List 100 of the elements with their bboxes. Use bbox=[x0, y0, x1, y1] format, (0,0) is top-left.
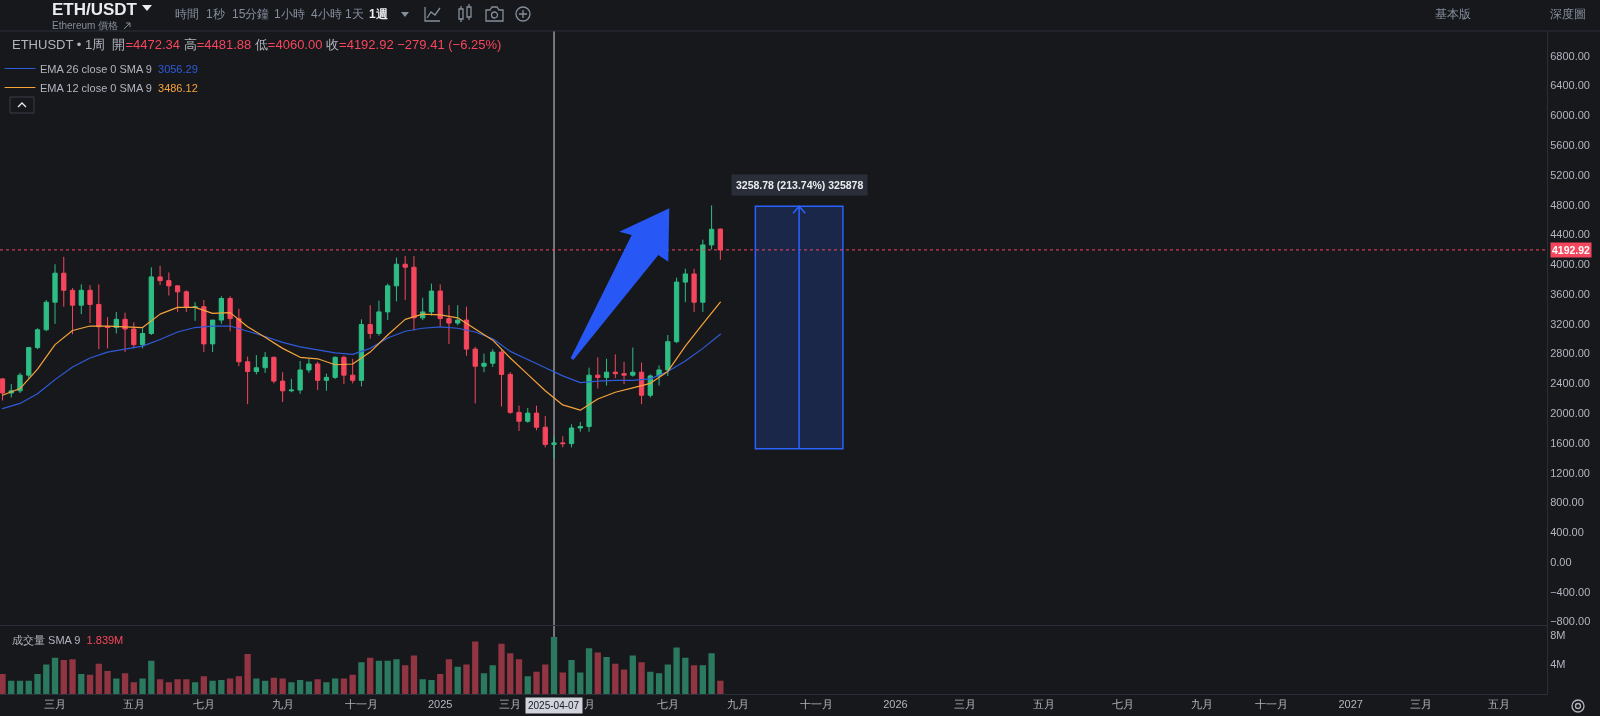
bar bbox=[472, 641, 479, 694]
candlestick bbox=[367, 304, 373, 340]
bar bbox=[717, 680, 724, 694]
candlestick bbox=[393, 257, 400, 302]
bar bbox=[358, 662, 365, 694]
bar bbox=[139, 678, 146, 694]
bar bbox=[86, 674, 94, 694]
bar bbox=[603, 657, 610, 694]
bar bbox=[191, 682, 199, 694]
candlestick bbox=[78, 283, 84, 315]
candlestick bbox=[560, 435, 566, 448]
candlestick bbox=[17, 372, 23, 394]
text: 1週 bbox=[369, 7, 389, 21]
candlestick bbox=[577, 421, 583, 433]
bar bbox=[568, 659, 575, 694]
candlestick bbox=[621, 361, 627, 385]
bar bbox=[156, 679, 164, 694]
chart-title: ETH/USDT bbox=[52, 0, 138, 19]
candlestick bbox=[183, 289, 189, 313]
candlestick bbox=[665, 334, 671, 377]
bar bbox=[550, 637, 558, 694]
x-tick-label: 2026 bbox=[883, 698, 908, 711]
x-tick-label: 九月 bbox=[726, 698, 749, 711]
candlestick bbox=[428, 283, 435, 317]
ref-line-label: 2025-04-07 bbox=[528, 700, 580, 711]
candlestick bbox=[253, 354, 260, 375]
bar bbox=[16, 680, 24, 694]
bar bbox=[533, 671, 540, 694]
text: 深度圖 bbox=[1550, 7, 1586, 21]
bar bbox=[428, 679, 435, 694]
bar bbox=[437, 674, 444, 694]
line-series bbox=[1, 325, 721, 410]
y-tick-label: 2000.00 bbox=[1550, 406, 1590, 419]
text: 1天 bbox=[345, 7, 364, 21]
bar bbox=[200, 676, 207, 694]
bar bbox=[69, 659, 76, 694]
y-tick-label: 6800.00 bbox=[1550, 49, 1590, 62]
bar bbox=[261, 680, 269, 694]
bar bbox=[384, 660, 391, 694]
bar bbox=[0, 674, 6, 694]
bar bbox=[655, 673, 663, 694]
candlestick bbox=[157, 265, 163, 286]
y-tick-label: 1200.00 bbox=[1550, 466, 1590, 479]
candlestick bbox=[43, 299, 49, 332]
y-tick-label: 0.00 bbox=[1550, 555, 1572, 568]
bar bbox=[305, 681, 313, 694]
x-tick-label: 三月 bbox=[499, 698, 522, 711]
candlestick bbox=[139, 327, 146, 349]
bar bbox=[559, 672, 566, 694]
candlestick bbox=[682, 268, 688, 303]
x-tick-label: 九月 bbox=[271, 698, 294, 711]
bar bbox=[349, 674, 356, 694]
bar bbox=[393, 659, 400, 694]
bar bbox=[270, 677, 278, 694]
candlestick bbox=[525, 407, 531, 424]
x-tick-label: 七月 bbox=[656, 698, 679, 711]
candlestick bbox=[104, 316, 111, 349]
bar bbox=[332, 678, 339, 694]
x-tick-label: 三月 bbox=[44, 698, 67, 711]
y-tick-label: −400.00 bbox=[1550, 585, 1591, 598]
candlestick bbox=[568, 423, 575, 448]
candlestick bbox=[262, 351, 268, 374]
bar bbox=[463, 664, 470, 694]
bar bbox=[183, 679, 190, 694]
candlestick bbox=[0, 377, 6, 401]
bar bbox=[620, 669, 628, 694]
annotation: 1.839M bbox=[86, 634, 124, 646]
candlestick bbox=[341, 355, 347, 385]
bar bbox=[148, 660, 155, 694]
candlestick bbox=[297, 360, 303, 395]
x-tick-label: 七月 bbox=[192, 698, 215, 711]
x-tick-label: 七月 bbox=[1112, 698, 1135, 711]
x-tick-label: 月 bbox=[583, 698, 595, 711]
candlestick bbox=[708, 204, 715, 250]
candlestick bbox=[630, 347, 636, 376]
candlestick bbox=[209, 319, 216, 353]
bar bbox=[8, 680, 15, 694]
candlestick bbox=[551, 435, 557, 460]
line-series bbox=[1, 301, 721, 411]
annotation: 3056.29 bbox=[158, 62, 198, 75]
text: 1秒 bbox=[206, 7, 225, 21]
legend-label: EMA 12 close 0 SMA 9 bbox=[40, 81, 152, 94]
bar bbox=[682, 657, 689, 694]
text: 15分鐘 bbox=[232, 7, 270, 21]
bar bbox=[690, 665, 698, 694]
bar bbox=[288, 682, 295, 694]
y-tick-label: 2800.00 bbox=[1550, 347, 1590, 360]
bar bbox=[95, 663, 102, 694]
x-tick-label: 五月 bbox=[122, 698, 145, 711]
candlestick bbox=[288, 378, 295, 393]
candlestick bbox=[542, 415, 548, 448]
candlestick bbox=[131, 321, 137, 349]
x-tick-label: 五月 bbox=[1488, 698, 1511, 711]
candlestick bbox=[34, 327, 41, 350]
text: 開=4472.34 高=4481.88 低=4060.00 收=4192.92 −279.41 (−6.25%) bbox=[112, 37, 502, 52]
band-label: 3258.78 (213.74%) 325878 bbox=[736, 179, 864, 191]
candlestick bbox=[691, 268, 697, 313]
bar bbox=[60, 659, 67, 694]
bar bbox=[585, 648, 593, 694]
candlestick bbox=[700, 239, 706, 313]
